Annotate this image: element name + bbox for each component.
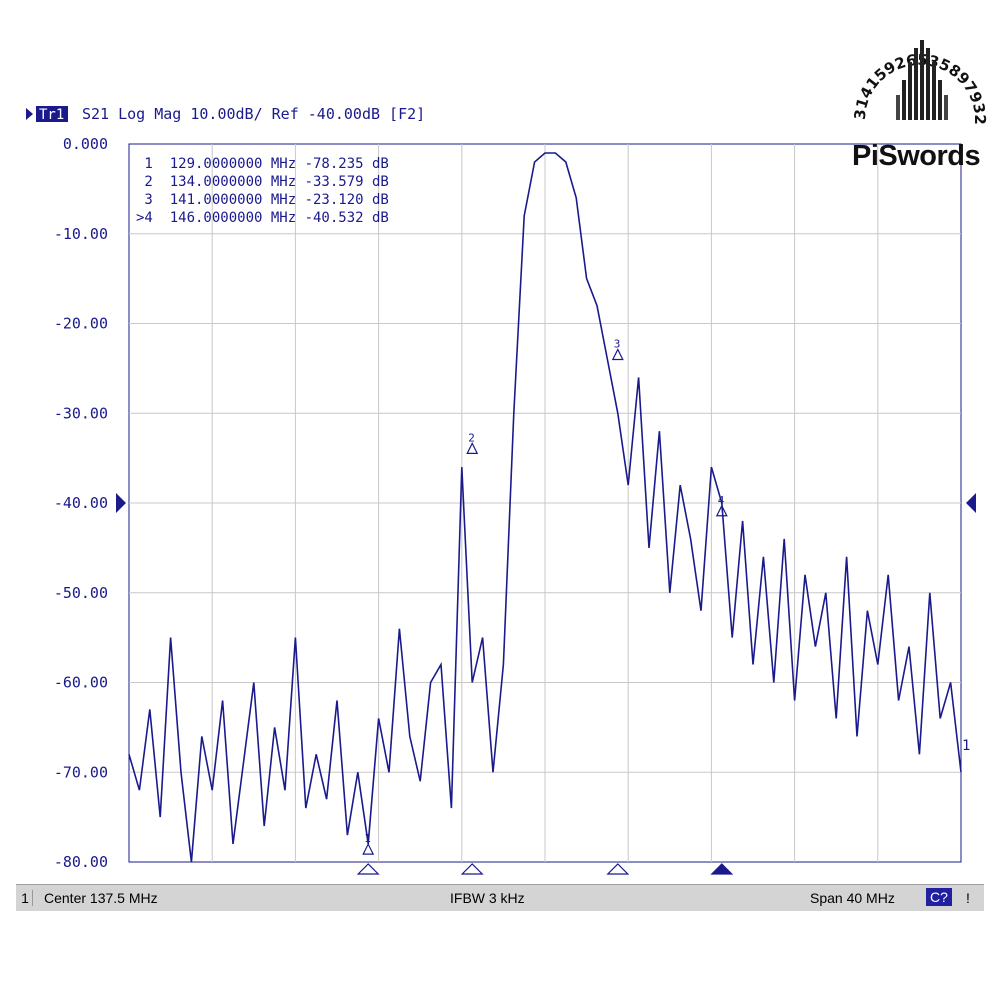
analyzer-window: Tr1 S21 Log Mag 10.00dB/ Ref -40.00dB [F… [16,102,984,910]
marker-4-position-icon[interactable] [710,863,734,875]
marker-row-1: 1 129.0000000 MHz -78.235 dB [136,156,389,172]
warning-indicator[interactable]: ! [966,890,970,906]
marker-row-4: >4 146.0000000 MHz -40.532 dB [136,210,389,226]
marker-1-position-icon[interactable] [356,863,380,875]
y-tick-label: -50.00 [54,584,108,602]
y-tick-label: -80.00 [54,853,108,871]
span-value[interactable]: Span 40 MHz [810,890,895,906]
y-tick-label: -30.00 [54,404,108,422]
y-tick-labels: 0.000 -10.00 -20.00 -30.00 -40.00 -50.00 -60.0… [54,135,108,871]
logo-skyline-icon [896,40,948,120]
marker-1-icon[interactable] [362,842,375,855]
marker-row-2: 2 134.0000000 MHz -33.579 dB [136,174,389,190]
marker-row-3: 3 141.0000000 MHz -23.120 dB [136,192,389,208]
marker-2-label: 2 [468,431,475,444]
marker-table: 1 129.0000000 MHz -78.235 dB 2 134.00000… [136,156,389,226]
grid [129,144,961,862]
y-tick-label: -60.00 [54,674,108,692]
trace-label: Tr1 [39,107,64,123]
marker-3-position-icon[interactable] [606,863,630,875]
marker-1-label: 1 [364,832,371,845]
piswords-logo: 314159265358979323846 [840,0,989,125]
ref-level-left-icon [116,493,126,513]
measurement-header: S21 Log Mag 10.00dB/ Ref -40.00dB [F2] [82,105,425,123]
marker-3-label: 3 [614,338,621,351]
trace-end-label: 1 [962,738,970,754]
logo-text: PiSwords [852,140,981,172]
ifbw-value[interactable]: IFBW 3 kHz [450,890,525,906]
y-tick-label: 0.000 [63,135,108,153]
marker-3-icon[interactable] [611,348,624,361]
trace-active-icon [26,108,33,120]
marker-position-icons [356,863,734,875]
channel-indicator[interactable]: 1 [18,890,33,906]
trace-markers: 1 2 3 4 [362,338,728,855]
trace-line [128,152,962,863]
trace-label-box[interactable] [36,106,68,122]
marker-4-icon[interactable] [715,504,728,517]
marker-4-label: 4 [718,494,725,507]
y-tick-label: -10.00 [54,225,108,243]
marker-2-icon[interactable] [466,442,479,454]
y-tick-label: -20.00 [54,315,108,333]
calibration-status[interactable]: C? [926,888,952,906]
chart-area: Tr1 S21 Log Mag 10.00dB/ Ref -40.00dB [F… [16,102,984,884]
ref-level-right-icon [966,493,976,513]
status-bar: 1 Center 137.5 MHz IFBW 3 kHz Span 40 MH… [16,884,984,911]
y-tick-label: -40.00 [54,494,108,512]
center-frequency[interactable]: Center 137.5 MHz [44,890,158,906]
marker-2-position-icon[interactable] [460,863,484,875]
trace-polyline [128,152,962,863]
y-tick-label: -70.00 [54,763,108,781]
